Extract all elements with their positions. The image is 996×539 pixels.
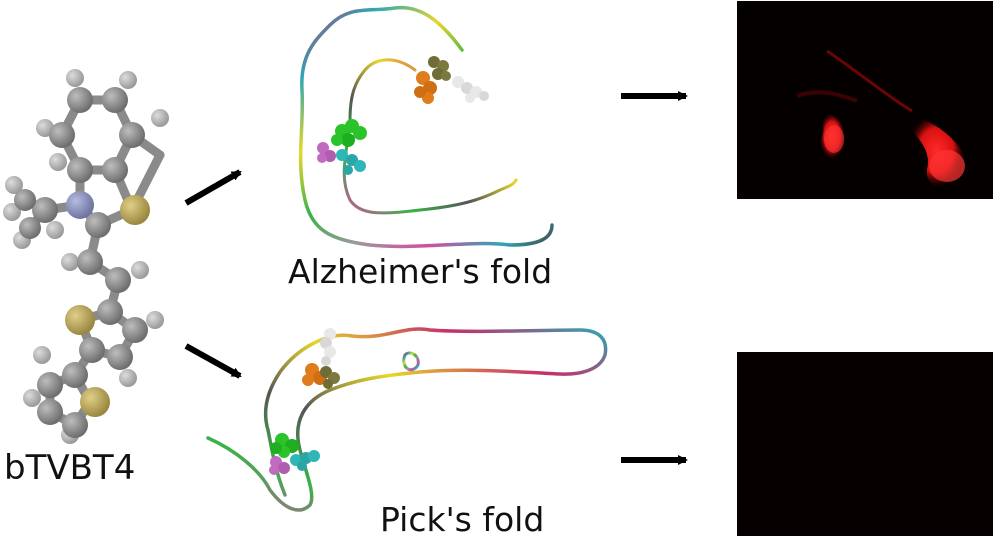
arrow-to-alzheimer-fold [184, 169, 242, 206]
protein-ribbon [206, 327, 608, 512]
protein-ribbon [342, 58, 518, 215]
alzheimer-fold-label: Alzheimer's fold [288, 252, 553, 291]
protein-ribbon [402, 351, 420, 372]
arrow-to-pick-fold [184, 343, 242, 379]
alzheimer-fold-structure [298, 5, 554, 249]
alzheimer-fluorescence-image [737, 1, 993, 199]
molecule-name-label: bTVBT4 [4, 448, 136, 488]
pick-fold-structure [206, 327, 608, 512]
sulfur-atom [80, 387, 110, 417]
binding-residues [317, 56, 489, 175]
binding-residues [269, 328, 340, 475]
pick-fold-label: Pick's fold [380, 500, 545, 539]
sulfur-atom [65, 305, 95, 335]
carbon-atoms [14, 87, 148, 438]
sulfur-atom [120, 195, 150, 225]
nitrogen-atom [66, 191, 94, 219]
molecule-bTVBT4 [3, 69, 169, 444]
protein-ribbon [298, 5, 554, 249]
pick-fluorescence-image [737, 352, 993, 536]
